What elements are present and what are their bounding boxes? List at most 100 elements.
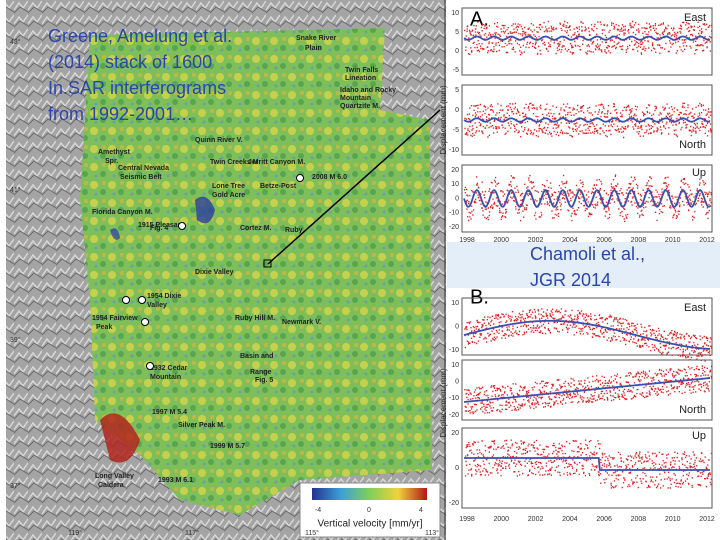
- place-label: Twin Creeks M.: [210, 159, 260, 166]
- model-fit: [463, 35, 711, 41]
- plot-frame: [461, 7, 713, 76]
- place-label: 1954 Dixie: [147, 293, 181, 300]
- y-tick-label: 0: [455, 195, 459, 202]
- citation-background: [447, 242, 720, 288]
- longitude-label: 119°: [68, 529, 82, 537]
- place-label: Mountain: [150, 374, 181, 381]
- place-label: Range: [250, 369, 272, 376]
- plot-frame: [461, 84, 713, 156]
- gps-observations: [464, 20, 713, 56]
- place-label: Basin and: [240, 353, 273, 360]
- place-label: Central Nevada: [118, 165, 169, 172]
- y-tick-label: 0: [455, 48, 459, 55]
- event-marker: [146, 362, 154, 370]
- latitude-label: 41°: [10, 186, 21, 194]
- event-marker: [178, 222, 186, 230]
- latitude-label: 39°: [10, 336, 21, 344]
- subsidence: [110, 228, 120, 240]
- colorbar-tick: 0: [367, 507, 371, 514]
- place-label: Spr.: [105, 158, 118, 165]
- y-tick-label: 0: [455, 465, 459, 472]
- place-label: Cortez M.: [240, 225, 272, 232]
- x-tick-label: 1998: [459, 237, 475, 244]
- place-label: 1993 M 6.1: [158, 477, 193, 484]
- caption-line: Greene, Amelung et al.: [48, 26, 232, 46]
- event-marker: [122, 296, 130, 304]
- place-label: Fig. 5: [255, 377, 273, 384]
- place-label: Lone Tree: [212, 183, 245, 190]
- long-valley-uplift: [100, 413, 140, 463]
- gps-panels: [447, 0, 720, 540]
- model-fit: [463, 117, 711, 123]
- citation-line: Chamoli et al.,: [530, 244, 645, 264]
- place-label: Gold Acre: [212, 192, 245, 199]
- place-label: 1997 M 5.4: [152, 409, 187, 416]
- pointer-arrow: [267, 109, 441, 265]
- subsidence: [195, 196, 215, 224]
- y-tick-label: 0: [455, 379, 459, 386]
- y-tick-label: -5: [453, 127, 459, 134]
- x-tick-label: 2000: [493, 237, 509, 244]
- x-tick-label: 2006: [596, 516, 612, 523]
- citation-line: JGR 2014: [530, 270, 611, 290]
- place-label: Mountain: [340, 95, 371, 102]
- x-tick-label: 2010: [665, 237, 681, 244]
- y-tick-label: 0: [455, 323, 459, 330]
- caption-line: (2014) stack of 1600: [48, 52, 212, 72]
- place-label: Fig. 4: [150, 225, 168, 232]
- y-tick-label: 5: [455, 29, 459, 36]
- component-label: North: [679, 139, 706, 151]
- y-tick-label: -20: [449, 500, 459, 507]
- plot-frame: [461, 359, 713, 421]
- y-tick-label: 10: [451, 181, 459, 188]
- x-tick-label: 1998: [459, 516, 475, 523]
- gps-station: [263, 259, 272, 268]
- y-tick-label: -5: [453, 67, 459, 74]
- y-axis-label: Displacement (mm): [439, 368, 448, 438]
- panel-letter: B.: [470, 286, 489, 308]
- place-label: Newmark V.: [282, 319, 321, 326]
- insar-map: [6, 0, 446, 540]
- x-tick-label: 2008: [631, 516, 647, 523]
- panel-letter: A.: [470, 8, 489, 30]
- place-label: Long Valley: [95, 473, 134, 480]
- caption-line: from 1992-2001…: [48, 104, 193, 124]
- place-label: 2008 M 6.0: [312, 174, 347, 181]
- place-label: 1915 Pleasant: [138, 222, 185, 229]
- place-label: Seismic Belt: [120, 174, 162, 181]
- place-label: Caldera: [98, 482, 124, 489]
- x-tick-label: 2008: [631, 237, 647, 244]
- x-tick-label: 2004: [562, 237, 578, 244]
- model-fit: [463, 319, 711, 350]
- place-label: 1999 M 5.7: [210, 443, 245, 450]
- component-label: North: [679, 404, 706, 416]
- velocity-field: [80, 28, 432, 515]
- plot-frame: [461, 297, 713, 356]
- place-label: Betze-Post: [260, 183, 297, 190]
- caption-line: In.SAR interferograms: [48, 78, 226, 98]
- place-label: Snake River: [296, 35, 336, 42]
- place-label: Idaho and Rocky: [340, 87, 396, 94]
- place-label: Amethyst: [98, 149, 131, 156]
- y-axis-label: Displacement (mm): [439, 85, 448, 155]
- longitude-label: 113°: [425, 529, 439, 537]
- place-label: Florida Canyon M.: [92, 209, 153, 216]
- latitude-label: 37°: [10, 482, 21, 490]
- latitude-label: 43°: [10, 38, 21, 46]
- x-tick-label: 2010: [665, 516, 681, 523]
- colorbar-tick: 4: [419, 507, 423, 514]
- longitude-label: 115°: [305, 529, 319, 537]
- model-fit: [464, 457, 710, 471]
- place-label: Lineation: [345, 75, 376, 82]
- y-tick-label: -20: [449, 412, 459, 419]
- y-tick-label: -10: [449, 395, 459, 402]
- x-tick-label: 2002: [528, 237, 544, 244]
- place-label: Quinn River V.: [195, 137, 243, 144]
- model-fit: [463, 189, 711, 208]
- y-tick-label: -10: [449, 347, 459, 354]
- y-tick-label: 10: [451, 10, 459, 17]
- colorbar: [312, 488, 427, 500]
- gps-observations: [464, 439, 713, 489]
- y-tick-label: 10: [451, 300, 459, 307]
